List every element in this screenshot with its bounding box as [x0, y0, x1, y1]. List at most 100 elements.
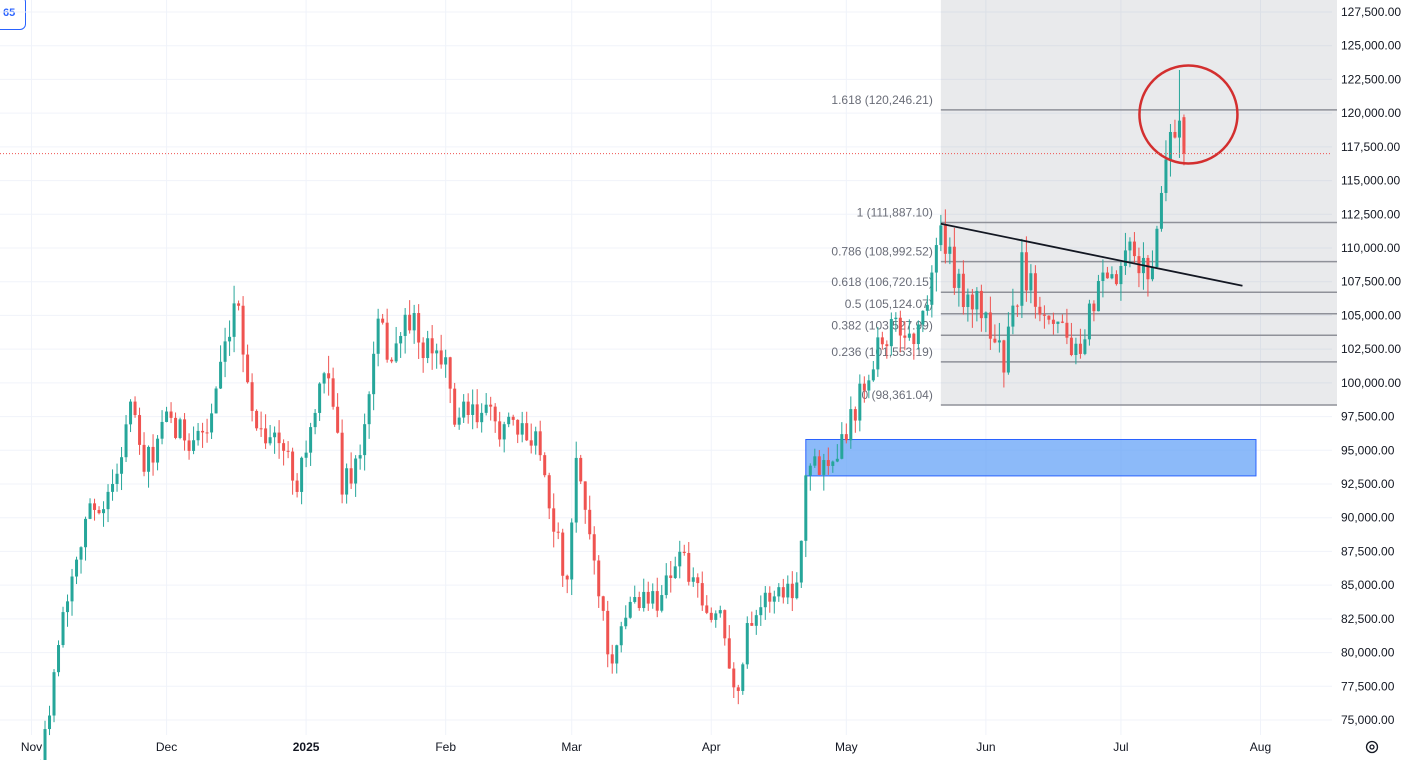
candle-body: [502, 424, 506, 440]
candle-body: [718, 610, 722, 614]
candle-body: [736, 687, 740, 691]
candle-body: [345, 468, 349, 495]
candle-body: [966, 294, 970, 308]
candle-body: [498, 421, 502, 440]
trendline: [940, 222, 1243, 287]
candle-body: [48, 715, 52, 730]
candle-body: [1114, 274, 1118, 285]
candle-body: [417, 313, 421, 343]
chart-settings-button[interactable]: [1364, 739, 1380, 755]
price-tick-label: 77,500.00: [1341, 679, 1395, 693]
candle-body: [264, 428, 268, 444]
candle-body: [1164, 159, 1168, 193]
candle-body: [705, 605, 709, 613]
candle-body: [565, 575, 569, 580]
price-tick-label: 107,500.00: [1341, 275, 1401, 289]
candle-body: [309, 427, 313, 453]
candle-body: [700, 583, 704, 606]
fibonacci-extension[interactable]: 1.618 (120,246.21) 1 (111,887.10) 0.786 (1…: [831, 0, 1338, 406]
price-tick-label: 122,500.00: [1341, 72, 1401, 86]
time-tick-label: Mar: [561, 740, 582, 754]
candle-body: [106, 491, 110, 510]
highlight-circle: [1138, 64, 1239, 165]
candle-body: [493, 406, 497, 422]
candle-body: [592, 534, 596, 561]
candle-body: [340, 432, 344, 495]
candle-body: [651, 591, 655, 604]
candle-body: [642, 591, 646, 609]
candle-body: [61, 612, 65, 646]
candle-body: [507, 416, 511, 425]
candle-body: [246, 354, 250, 383]
symbol-badge-text: 65: [3, 7, 16, 19]
fib-level-label: 0.236 (101,553.19): [831, 345, 932, 359]
price-tick-label: 85,000.00: [1341, 578, 1395, 592]
candle-body: [124, 424, 128, 458]
price-tick-label: 117,500.00: [1341, 140, 1400, 154]
time-tick-label: 2025: [293, 740, 320, 754]
candle-body: [1132, 241, 1136, 257]
price-tick-label: 87,500.00: [1341, 544, 1395, 558]
candle-body: [831, 461, 835, 466]
candle-body: [561, 532, 565, 576]
drawings-layer[interactable]: [0, 64, 1332, 287]
candle-body: [745, 623, 749, 665]
candle-body: [660, 595, 664, 611]
fib-level-label: 0.786 (108,992.52): [831, 245, 932, 259]
axes-layer: 127,500.00 125,000.00 122,500.00 120,000.00…: [21, 5, 1402, 754]
price-tick-label: 82,500.00: [1341, 612, 1395, 626]
price-tick-label: 102,500.00: [1341, 342, 1401, 356]
gear-icon: [1365, 740, 1379, 754]
candle-body: [1065, 322, 1069, 338]
candle-body: [192, 440, 196, 451]
candle-body: [1011, 305, 1015, 327]
demand-zone-layer[interactable]: [805, 438, 1257, 477]
candle-body: [223, 341, 227, 362]
candle-body: [624, 617, 628, 627]
candle-body: [1182, 117, 1186, 154]
candle-body: [1173, 131, 1177, 138]
candle-body: [574, 457, 578, 523]
time-tick-label: May: [835, 740, 858, 754]
time-tick-label: Feb: [435, 740, 456, 754]
candle-body: [421, 342, 425, 359]
candle-body: [399, 335, 403, 344]
candle-body: [241, 305, 245, 355]
candle-body: [759, 607, 763, 616]
candle-body: [637, 597, 641, 609]
candle-body: [250, 382, 254, 411]
candle-body: [547, 475, 551, 509]
candle-body: [835, 458, 839, 462]
candle-body: [552, 508, 556, 532]
candle-body: [813, 456, 817, 466]
candle-body: [970, 294, 974, 310]
time-tick-label: Apr: [702, 740, 721, 754]
candle-body: [858, 383, 862, 421]
candle-body: [471, 404, 475, 415]
candle-body: [538, 431, 542, 456]
candle-body: [295, 480, 299, 492]
price-tick-label: 105,000.00: [1341, 308, 1401, 322]
symbol-badge[interactable]: 65: [0, 0, 26, 30]
candle-body: [232, 303, 236, 337]
candle-body: [849, 409, 853, 441]
candle-body: [1033, 273, 1037, 307]
candle-body: [1119, 265, 1123, 285]
candle-body: [808, 465, 812, 476]
candle-body: [1101, 272, 1105, 281]
candle-body: [1087, 303, 1091, 340]
candle-body: [120, 457, 124, 474]
candle-body: [633, 597, 637, 602]
candle-body: [993, 338, 997, 343]
candle-body: [1015, 305, 1019, 307]
candle-body: [376, 318, 380, 354]
candle-body: [628, 601, 632, 618]
candle-body: [336, 406, 340, 433]
candle-body: [804, 475, 808, 541]
candle-body: [160, 421, 164, 439]
candle-body: [1096, 280, 1100, 312]
candle-body: [588, 509, 592, 535]
candle-body: [921, 310, 925, 325]
candle-body: [1051, 319, 1055, 324]
